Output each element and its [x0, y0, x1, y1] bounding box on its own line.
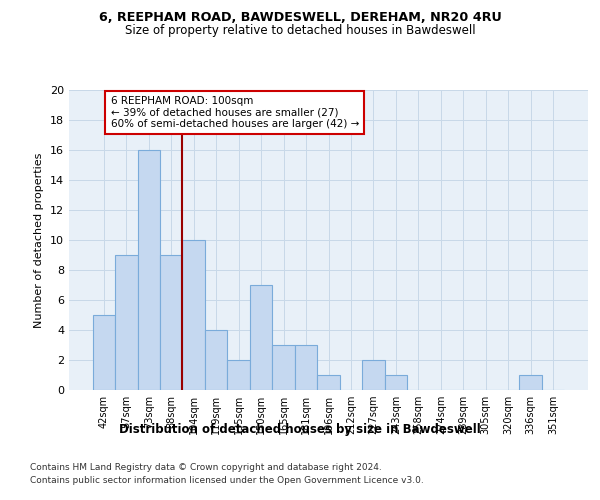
Bar [92, 315, 115, 390]
Bar [227, 360, 250, 390]
Y-axis label: Number of detached properties: Number of detached properties [34, 152, 44, 328]
Bar [385, 375, 407, 390]
Text: Contains public sector information licensed under the Open Government Licence v3: Contains public sector information licen… [30, 476, 424, 485]
Bar [160, 255, 182, 390]
Bar [115, 255, 137, 390]
Bar [272, 345, 295, 390]
Text: Size of property relative to detached houses in Bawdeswell: Size of property relative to detached ho… [125, 24, 475, 37]
Bar [317, 375, 340, 390]
Bar [520, 375, 542, 390]
Text: Contains HM Land Registry data © Crown copyright and database right 2024.: Contains HM Land Registry data © Crown c… [30, 462, 382, 471]
Bar [250, 285, 272, 390]
Text: 6, REEPHAM ROAD, BAWDESWELL, DEREHAM, NR20 4RU: 6, REEPHAM ROAD, BAWDESWELL, DEREHAM, NR… [98, 11, 502, 24]
Text: 6 REEPHAM ROAD: 100sqm
← 39% of detached houses are smaller (27)
60% of semi-det: 6 REEPHAM ROAD: 100sqm ← 39% of detached… [110, 96, 359, 129]
Bar [182, 240, 205, 390]
Text: Distribution of detached houses by size in Bawdeswell: Distribution of detached houses by size … [119, 422, 481, 436]
Bar [137, 150, 160, 390]
Bar [362, 360, 385, 390]
Bar [295, 345, 317, 390]
Bar [205, 330, 227, 390]
